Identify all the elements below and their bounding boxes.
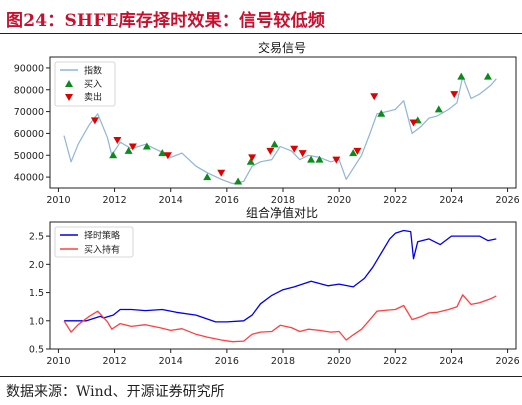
x-tick-label: 2018 — [271, 356, 295, 367]
x-tick-label: 2016 — [215, 356, 239, 367]
buy-marker — [349, 149, 358, 157]
y-tick-label: 60000 — [14, 129, 44, 140]
y-tick-label: 2.5 — [29, 232, 44, 243]
x-tick-label: 2012 — [102, 195, 126, 206]
sell-marker — [128, 143, 137, 151]
x-tick-label: 2014 — [159, 195, 183, 206]
x-tick-label: 2012 — [102, 356, 126, 367]
sell-marker — [450, 91, 459, 99]
nav-x-axis: 2010 2012 2014 2016 2018 2020 2022 2024 2026 — [46, 349, 520, 367]
x-tick-label: 2024 — [439, 195, 463, 206]
y-tick-label: 1.5 — [29, 288, 44, 299]
y-tick-label: 1.0 — [29, 316, 44, 327]
buy-marker — [483, 72, 492, 80]
y-tick-label: 2.0 — [29, 260, 44, 271]
strategy-line — [64, 229, 497, 323]
sell-marker — [248, 154, 257, 162]
x-tick-label: 2018 — [271, 195, 295, 206]
hold-line — [63, 294, 497, 343]
bottom-divider — [0, 376, 522, 377]
sell-marker — [90, 117, 99, 125]
y-tick-label: 0.5 — [29, 345, 44, 356]
signal-legend: 指数 买入 卖出 — [54, 61, 116, 107]
sell-marker — [113, 136, 122, 144]
y-tick-label: 70000 — [14, 107, 44, 118]
legend-hold-label: 买入持有 — [84, 244, 120, 256]
buy-marker — [307, 155, 316, 163]
buy-marker — [377, 109, 386, 117]
nav-legend: 择时策略 买入持有 — [54, 226, 134, 258]
index-line — [63, 76, 497, 185]
buy-marker — [457, 72, 466, 80]
buy-marker — [109, 151, 118, 159]
x-tick-label: 2022 — [383, 195, 407, 206]
sell-marker — [370, 93, 379, 101]
signal-y-axis: 40000 50000 60000 70000 80000 90000 — [14, 63, 50, 184]
chart-figure: 交易信号 40000 50000 60000 70000 80000 90000 2010… — [14, 40, 520, 367]
buy-marker — [124, 146, 133, 154]
sell-marker — [290, 145, 299, 153]
x-tick-label: 2026 — [495, 356, 519, 367]
top-divider — [0, 33, 522, 34]
buy-marker — [142, 142, 151, 150]
sell-marker — [332, 156, 341, 164]
sell-marker — [217, 169, 226, 177]
legend-sell-marker — [65, 94, 73, 101]
x-tick-label: 2010 — [46, 195, 70, 206]
buy-marker — [270, 140, 279, 148]
nav-panel-title: 组合净值对比 — [246, 205, 318, 220]
legend-index-label: 指数 — [84, 65, 102, 77]
buy-marker — [315, 155, 324, 163]
signal-plot-area — [63, 72, 497, 185]
x-tick-label: 2020 — [327, 356, 351, 367]
sell-marker — [409, 119, 418, 127]
buy-marker — [434, 105, 443, 113]
nav-plot-area — [63, 229, 497, 343]
y-tick-label: 90000 — [14, 63, 44, 74]
sell-marker — [353, 147, 362, 155]
figure-title: 图24：SHFE库存择时效果：信号较低频 — [6, 11, 326, 31]
x-tick-label: 2022 — [383, 356, 407, 367]
sell-marker — [298, 150, 307, 158]
buy-marker — [234, 177, 243, 185]
legend-sell-label: 卖出 — [84, 91, 102, 103]
signal-panel-frame — [49, 56, 517, 189]
buy-marker — [246, 157, 255, 165]
sell-marker — [266, 147, 275, 155]
y-tick-label: 40000 — [14, 173, 44, 184]
x-tick-label: 2024 — [439, 356, 463, 367]
buy-marker — [203, 173, 212, 181]
source-note: 数据来源：Wind、开源证券研究所 — [6, 384, 225, 400]
legend-buy-marker — [65, 80, 73, 87]
x-tick-label: 2010 — [46, 356, 70, 367]
y-tick-label: 80000 — [14, 85, 44, 96]
signal-panel: 交易信号 40000 50000 60000 70000 80000 90000 2010… — [14, 40, 520, 206]
signal-panel-title: 交易信号 — [258, 40, 306, 55]
legend-buy-label: 买入 — [84, 79, 102, 90]
y-tick-label: 50000 — [14, 151, 44, 162]
nav-y-axis: 0.5 1.0 1.5 2.0 2.5 — [29, 232, 50, 356]
x-tick-label: 2016 — [215, 195, 239, 206]
nav-panel: 组合净值对比 0.51.01.52.02.5 2010 2012 2014 2016 2… — [29, 205, 520, 367]
x-tick-label: 2014 — [159, 356, 183, 367]
x-tick-label: 2020 — [327, 195, 351, 206]
buy-marker — [158, 149, 167, 157]
x-tick-label: 2026 — [495, 195, 519, 206]
signal-x-axis: 2010 2012 2014 2016 2018 2020 2022 2024 2026 — [46, 188, 520, 206]
sell-marker — [163, 152, 172, 160]
legend-strategy-label: 择时策略 — [84, 230, 120, 242]
